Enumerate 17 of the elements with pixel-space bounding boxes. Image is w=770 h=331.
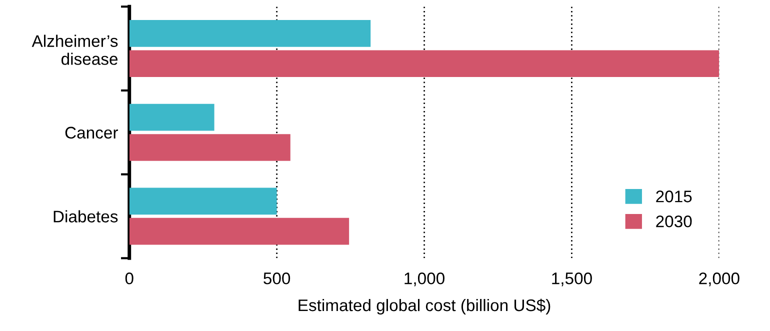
bar [129, 20, 371, 47]
x-tick-label: 500 [264, 272, 290, 284]
bar [129, 188, 277, 215]
x-tick-label: 2,000 [699, 272, 740, 286]
legend-label: 2015 [656, 190, 692, 202]
y-tick-label: Diabetes [54, 210, 118, 222]
legend-label: 2030 [656, 216, 692, 228]
x-tick-label: 1,500 [552, 272, 592, 286]
bar [129, 134, 290, 161]
y-tick-label: Cancer [65, 126, 118, 139]
x-tick-label: 0 [125, 272, 134, 284]
bar [129, 50, 720, 78]
x-axis-title: Estimated global cost (billion US$) [298, 298, 550, 315]
x-tick-label: 1,000 [404, 272, 444, 286]
bar [129, 218, 350, 245]
y-tick-label: Alzheimer’s disease [32, 34, 118, 65]
bar [129, 104, 214, 131]
